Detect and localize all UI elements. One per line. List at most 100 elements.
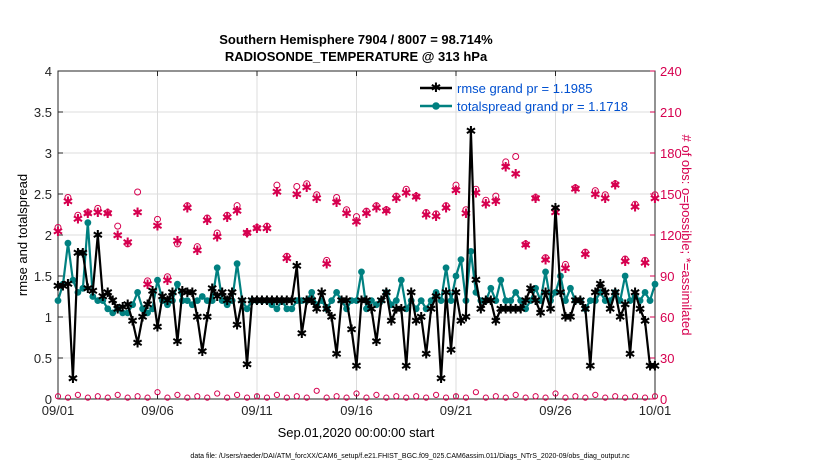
- rmse-point: ✱: [451, 285, 462, 300]
- obs-bottom-marker: [214, 390, 221, 397]
- rmse-point: ✱: [122, 297, 133, 312]
- rmse-point: ✱: [585, 359, 596, 374]
- y-right-tick-label: 210: [660, 105, 682, 120]
- totalspread-point: [223, 301, 231, 309]
- rmse-point: ✱: [182, 285, 193, 300]
- obs-possible-marker: [422, 209, 430, 216]
- rmse-point: ✱: [276, 293, 287, 308]
- rmse-point: ✱: [436, 371, 447, 386]
- obs-possible-marker: [372, 202, 380, 210]
- legend-rmse-label: rmse grand pr = 1.1985: [457, 81, 593, 96]
- rmse-point: ✱: [207, 281, 218, 296]
- rmse-point: ✱: [510, 301, 521, 316]
- rmse-point: ✱: [570, 293, 581, 308]
- obs-assimilated-marker: ✱: [132, 205, 143, 220]
- y-right-tick-label: 0: [660, 392, 667, 407]
- rmse-point: ✱: [456, 314, 467, 329]
- rmse-point: ✱: [391, 301, 402, 316]
- obs-possible-marker: [412, 192, 420, 200]
- obs-possible-marker: [512, 152, 520, 160]
- obs-possible-marker: [223, 211, 231, 219]
- totalspread-point: [268, 301, 276, 309]
- totalspread-point: [512, 289, 520, 296]
- totalspread-point: [134, 289, 142, 296]
- obs-bottom-marker: [651, 393, 659, 400]
- rmse-point: ✱: [212, 289, 223, 304]
- rmse-point: ✱: [530, 293, 541, 308]
- chart-subtitle: RADIOSONDE_TEMPERATURE @ 313 hPa: [225, 49, 488, 64]
- obs-assimilated-marker: ✱: [112, 228, 123, 243]
- obs-bottom-marker: [234, 391, 241, 398]
- legend-spread-marker: [432, 102, 440, 110]
- obs-bottom-marker: [94, 393, 101, 400]
- legend-rmse-marker: ✱: [431, 80, 442, 95]
- obs-possible-marker: [213, 229, 221, 237]
- totalspread-point: [646, 297, 654, 304]
- totalspread-point: [641, 289, 649, 296]
- rmse-point: ✱: [271, 293, 282, 308]
- rmse-point: ✱: [615, 310, 626, 325]
- obs-possible-marker: [124, 240, 132, 248]
- y-tick-label: 1.5: [34, 269, 52, 284]
- totalspread-point: [562, 297, 569, 304]
- totalspread-point: [193, 297, 201, 304]
- obs-possible-marker: [581, 248, 589, 256]
- obs-assimilated-marker: ✱: [580, 247, 591, 262]
- chart-title: Southern Hemisphere 7904 / 8007 = 98.714…: [219, 32, 493, 47]
- obs-assimilated-marker: ✱: [490, 194, 501, 209]
- obs-bottom-marker: [522, 394, 529, 401]
- obs-possible-marker: [343, 206, 351, 214]
- rmse-point: ✱: [426, 301, 437, 316]
- obs-possible-marker: [263, 222, 271, 230]
- obs-possible-marker: [203, 214, 211, 222]
- obs-assimilated-marker: ✱: [391, 191, 402, 206]
- obs-assimilated-marker: ✱: [252, 221, 263, 236]
- obs-assimilated-marker: ✱: [421, 208, 432, 223]
- rmse-point: ✱: [266, 293, 277, 308]
- obs-assimilated-marker: ✱: [102, 206, 113, 221]
- rmse-point: ✱: [296, 326, 307, 341]
- obs-possible-marker: [442, 202, 450, 210]
- obs-assimilated-marker: ✱: [351, 214, 362, 229]
- obs-assimilated-marker: ✱: [560, 261, 571, 276]
- obs-bottom-marker: [552, 390, 559, 397]
- obs-bottom-marker: [403, 394, 410, 401]
- rmse-point: ✱: [261, 293, 272, 308]
- rmse-point: ✱: [396, 301, 407, 316]
- y-tick-label: 3: [45, 146, 52, 161]
- rmse-point: ✱: [117, 300, 128, 315]
- y-right-tick-label: 90: [660, 269, 674, 284]
- rmse-point: ✱: [306, 293, 317, 308]
- rmse-point: ✱: [605, 301, 616, 316]
- obs-possible-marker: [134, 188, 142, 196]
- rmse-point: ✱: [242, 357, 253, 372]
- obs-bottom-marker: [383, 394, 390, 401]
- rmse-point: ✱: [480, 293, 491, 308]
- obs-assimilated-marker: ✱: [82, 206, 93, 221]
- obs-assimilated-marker: ✱: [62, 194, 73, 209]
- obs-assimilated-marker: ✱: [341, 206, 352, 221]
- rmse-point: ✱: [505, 301, 516, 316]
- y-right-tick-label: 240: [660, 64, 682, 79]
- y-axis-right-label: # of obs: o=possible; *=assimilated: [679, 135, 694, 336]
- obs-assimilated-marker: ✱: [212, 229, 223, 244]
- rmse-point: ✱: [331, 346, 342, 361]
- obs-assimilated-marker: ✱: [650, 191, 661, 206]
- rmse-point: ✱: [465, 123, 476, 138]
- obs-possible-marker: [84, 209, 92, 216]
- rmse-point: ✱: [545, 301, 556, 316]
- rmse-point: ✱: [485, 293, 496, 308]
- x-tick-label: 09/06: [141, 403, 174, 418]
- obs-assimilated-marker: ✱: [53, 224, 64, 239]
- obs-bottom-marker: [353, 390, 360, 397]
- obs-bottom-marker: [333, 393, 340, 400]
- totalspread-point: [447, 297, 455, 304]
- rmse-point: ✱: [62, 277, 73, 292]
- obs-bottom-marker: [433, 391, 440, 398]
- obs-possible-marker: [591, 187, 599, 195]
- obs-bottom-marker: [174, 391, 181, 398]
- totalspread-point: [542, 268, 549, 276]
- obs-assimilated-marker: ✱: [431, 209, 442, 224]
- rmse-point: ✱: [580, 301, 591, 316]
- totalspread-point: [402, 305, 410, 313]
